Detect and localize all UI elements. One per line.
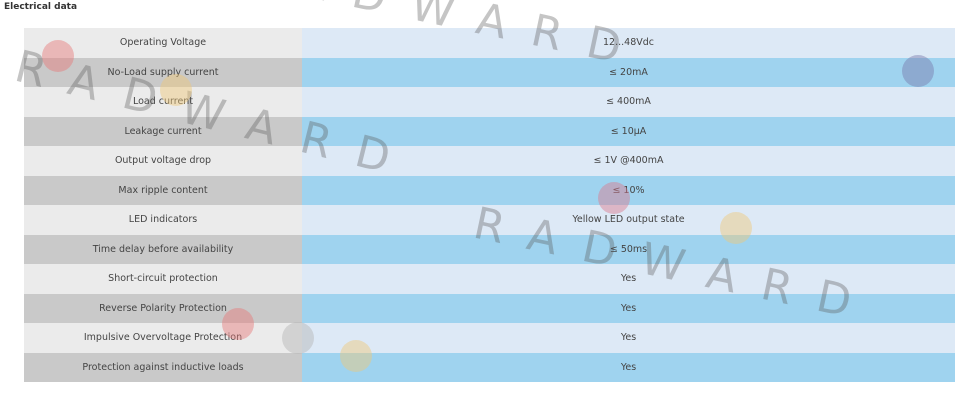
table-row: Time delay before availability ≤ 50ms [24,234,955,264]
value-cell: ≤ 50ms [302,234,955,264]
label-cell: LED indicators [24,205,302,235]
value-cell: ≤ 1V @400mA [302,146,955,176]
table-body: Operating Voltage 12...48Vdc No-Load suppl… [24,28,955,382]
value-cell: ≤ 400mA [302,87,955,117]
label-cell: Protection against inductive loads [24,352,302,382]
value-cell: Yes [302,264,955,294]
value-cell: Yes [302,323,955,353]
label-cell: Operating Voltage [24,28,302,58]
table-row: Protection against inductive loads Yes [24,352,955,382]
label-cell: Leakage current [24,116,302,146]
value-cell: ≤ 10% [302,175,955,205]
value-cell: Yes [302,293,955,323]
table-row: LED indicators Yellow LED output state [24,205,955,235]
value-cell: ≤ 10µA [302,116,955,146]
value-cell: Yes [302,352,955,382]
label-cell: Output voltage drop [24,146,302,176]
section-title: Electrical data [4,2,78,12]
spec-table: Operating Voltage 12...48Vdc No-Load suppl… [24,28,955,382]
label-cell: Impulsive Overvoltage Protection [24,323,302,353]
label-cell: Load current [24,87,302,117]
value-cell: ≤ 20mA [302,57,955,87]
value-cell: Yellow LED output state [302,205,955,235]
table-row: Reverse Polarity Protection Yes [24,293,955,323]
label-cell: Max ripple content [24,175,302,205]
value-cell: 12...48Vdc [302,28,955,58]
table-row: No-Load supply current ≤ 20mA [24,57,955,87]
label-cell: Short-circuit protection [24,264,302,294]
table-row: Short-circuit protection Yes [24,264,955,294]
label-cell: No-Load supply current [24,57,302,87]
table-row: Impulsive Overvoltage Protection Yes [24,323,955,353]
table-row: Operating Voltage 12...48Vdc [24,28,955,58]
table-row: Max ripple content ≤ 10% [24,175,955,205]
table-row: Leakage current ≤ 10µA [24,116,955,146]
label-cell: Reverse Polarity Protection [24,293,302,323]
table-row: Load current ≤ 400mA [24,87,955,117]
table-row: Output voltage drop ≤ 1V @400mA [24,146,955,176]
label-cell: Time delay before availability [24,234,302,264]
